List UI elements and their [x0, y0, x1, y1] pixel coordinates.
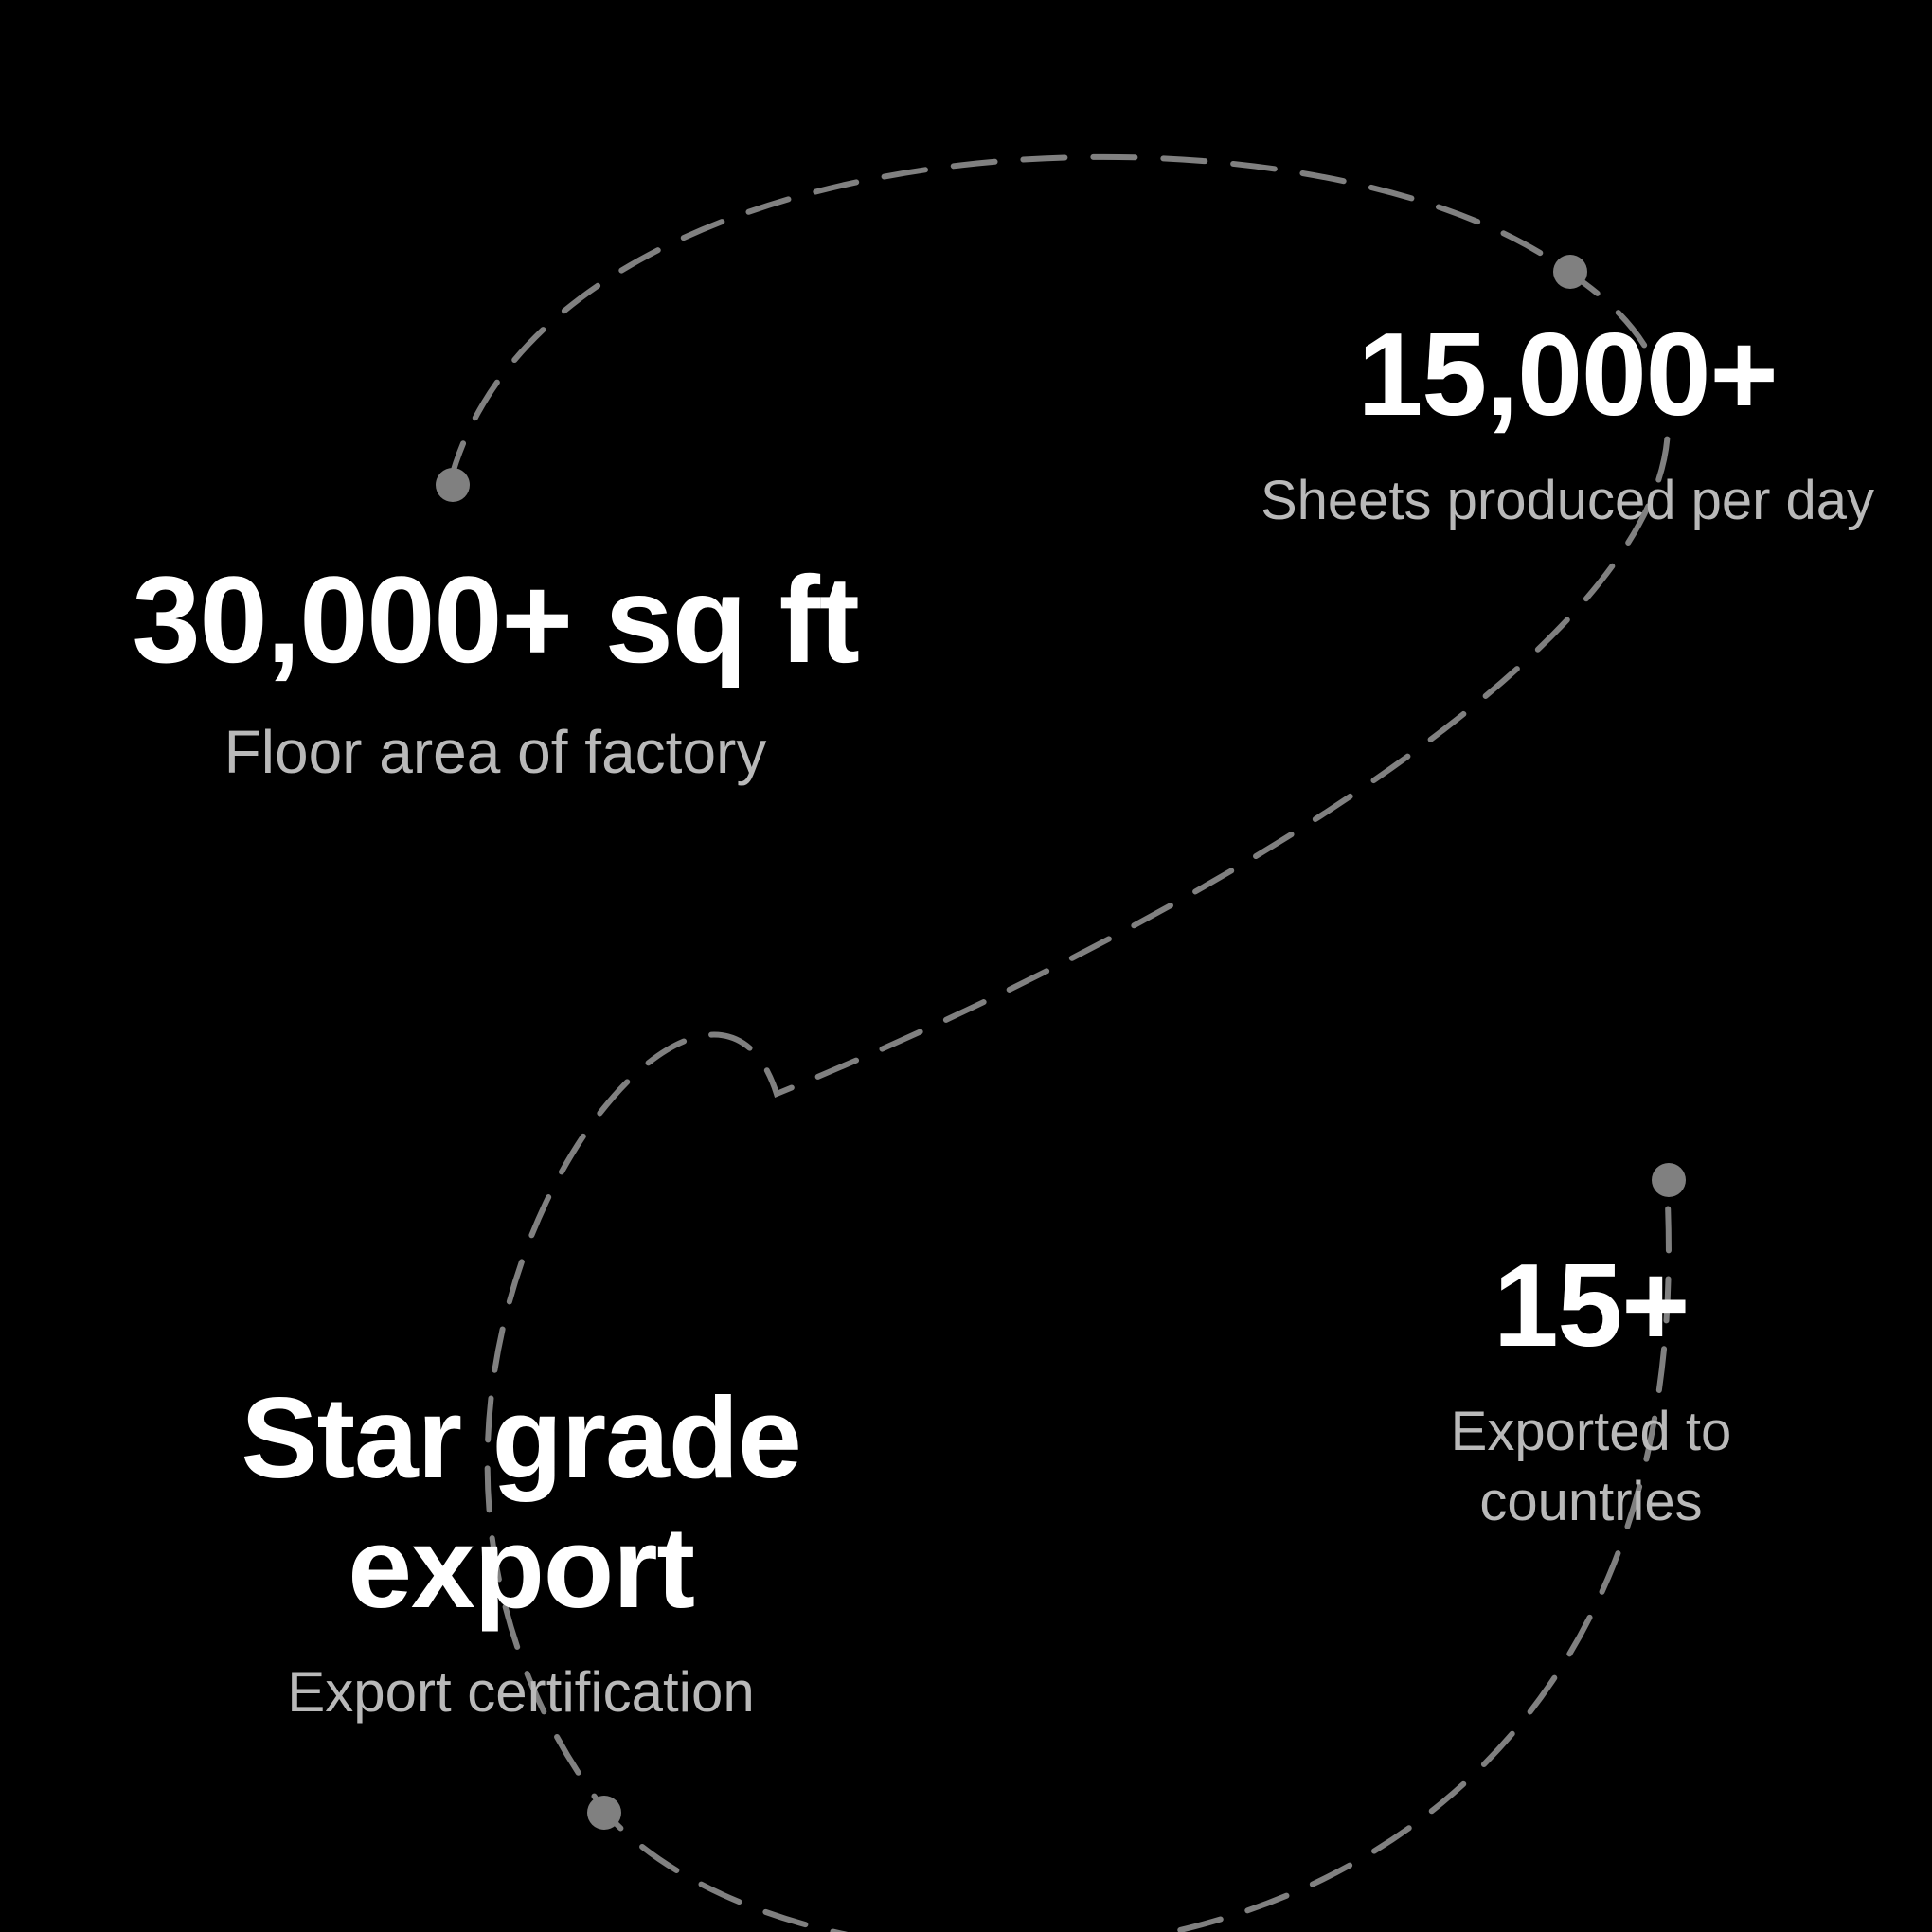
stat-star-grade-export-label: Export certification: [287, 1656, 755, 1729]
stat-sheets-produced-value: 15,000+: [1358, 310, 1778, 441]
stat-exported-countries: 15+ Exported to countries: [1354, 1241, 1828, 1537]
stat-floor-area: 30,000+ sq ft Floor area of factory: [83, 551, 907, 792]
path-dot-3: [1652, 1163, 1686, 1197]
path-dot-2: [1553, 255, 1587, 289]
path-dot-1: [436, 468, 470, 502]
stat-exported-countries-label: Exported to countries: [1354, 1397, 1828, 1537]
stat-star-grade-export-value: Star grade export: [114, 1373, 928, 1632]
stat-star-grade-export: Star grade export Export certification: [114, 1373, 928, 1729]
stat-floor-area-label: Floor area of factory: [224, 714, 767, 792]
stat-sheets-produced-label: Sheets produced per day: [1261, 466, 1874, 536]
stat-exported-countries-value: 15+: [1494, 1241, 1690, 1372]
stat-floor-area-value: 30,000+ sq ft: [132, 551, 858, 689]
stat-sheets-produced: 15,000+ Sheets produced per day: [1260, 310, 1875, 536]
path-dot-4: [587, 1796, 621, 1830]
